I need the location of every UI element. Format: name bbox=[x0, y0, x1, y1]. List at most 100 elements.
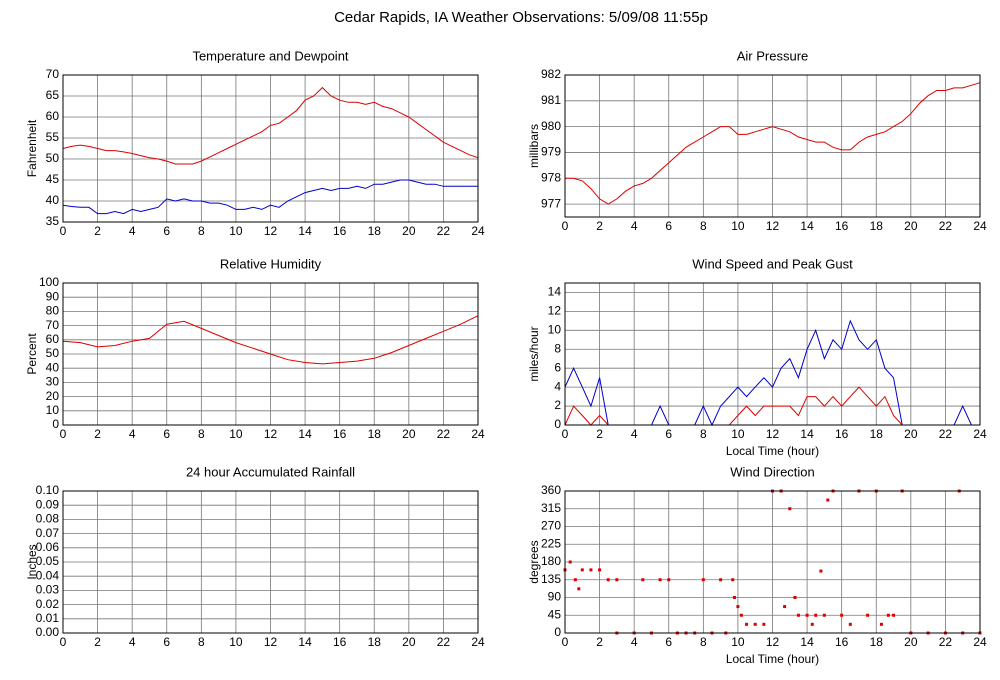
x-tick-label: 18 bbox=[368, 224, 382, 238]
y-tick-label: 90 bbox=[548, 590, 562, 604]
y-tick-label: 0.01 bbox=[36, 611, 60, 625]
y-tick-label: 315 bbox=[541, 501, 561, 515]
x-axis-label: Local Time (hour) bbox=[726, 444, 819, 458]
x-tick-label: 2 bbox=[94, 635, 101, 649]
data-point bbox=[577, 587, 581, 591]
x-tick-label: 20 bbox=[904, 219, 918, 233]
x-tick-label: 12 bbox=[264, 635, 278, 649]
data-point bbox=[848, 622, 852, 626]
y-tick-label: 0.00 bbox=[36, 625, 60, 639]
x-tick-label: 4 bbox=[129, 635, 136, 649]
y-axis-label: Percent bbox=[25, 333, 39, 375]
chart-title: Wind Direction bbox=[730, 464, 815, 479]
data-point bbox=[667, 578, 671, 582]
x-axis-label: Local Time (hour) bbox=[726, 652, 819, 666]
x-tick-label: 8 bbox=[198, 635, 205, 649]
data-point bbox=[762, 622, 766, 626]
y-tick-label: 70 bbox=[46, 67, 60, 81]
x-tick-label: 20 bbox=[402, 427, 416, 441]
x-tick-label: 22 bbox=[437, 635, 451, 649]
data-point bbox=[745, 622, 749, 626]
data-point bbox=[606, 578, 610, 582]
y-tick-label: 70 bbox=[46, 318, 60, 332]
data-point bbox=[886, 613, 890, 617]
chart-title: Relative Humidity bbox=[220, 256, 322, 271]
data-point bbox=[641, 578, 645, 582]
data-point bbox=[731, 578, 735, 582]
x-tick-label: 10 bbox=[731, 219, 745, 233]
data-point bbox=[573, 578, 577, 582]
data-point bbox=[892, 613, 896, 617]
data-point bbox=[615, 578, 619, 582]
x-tick-label: 22 bbox=[939, 427, 953, 441]
data-point bbox=[580, 568, 584, 572]
x-tick-label: 10 bbox=[229, 427, 243, 441]
x-tick-label: 14 bbox=[800, 219, 814, 233]
x-tick-label: 0 bbox=[60, 635, 67, 649]
data-point bbox=[732, 596, 736, 599]
y-tick-label: 977 bbox=[541, 196, 561, 210]
plot-frame bbox=[564, 490, 981, 634]
x-tick-label: 4 bbox=[631, 635, 638, 649]
x-tick-label: 0 bbox=[60, 224, 67, 238]
y-tick-label: 982 bbox=[541, 67, 561, 81]
x-tick-label: 6 bbox=[163, 224, 170, 238]
x-tick-label: 18 bbox=[870, 635, 884, 649]
x-tick-label: 0 bbox=[562, 635, 569, 649]
x-tick-label: 8 bbox=[198, 224, 205, 238]
y-tick-label: 40 bbox=[46, 193, 60, 207]
y-tick-label: 90 bbox=[46, 289, 60, 303]
data-point bbox=[568, 560, 572, 564]
x-tick-label: 16 bbox=[333, 427, 347, 441]
data-point bbox=[866, 613, 870, 617]
x-tick-label: 16 bbox=[333, 224, 347, 238]
x-tick-label: 14 bbox=[800, 635, 814, 649]
y-tick-label: 60 bbox=[46, 109, 60, 123]
x-tick-label: 16 bbox=[835, 219, 849, 233]
y-tick-label: 978 bbox=[541, 170, 561, 184]
x-tick-label: 14 bbox=[298, 427, 312, 441]
y-axis-label: Fahrenheit bbox=[25, 119, 39, 177]
x-tick-label: 20 bbox=[904, 427, 918, 441]
x-tick-label: 2 bbox=[94, 427, 101, 441]
data-point bbox=[793, 596, 797, 599]
y-tick-label: 0.03 bbox=[36, 583, 60, 597]
x-tick-label: 22 bbox=[437, 427, 451, 441]
chart-title: 24 hour Accumulated Rainfall bbox=[186, 464, 355, 479]
x-tick-label: 24 bbox=[471, 427, 485, 441]
data-point bbox=[840, 613, 844, 617]
y-tick-label: 980 bbox=[541, 119, 561, 133]
chart-title: Temperature and Dewpoint bbox=[192, 48, 348, 63]
y-axis-label: degrees bbox=[527, 540, 541, 583]
plot-frame bbox=[564, 282, 981, 426]
y-tick-label: 0 bbox=[554, 625, 561, 639]
data-point bbox=[788, 507, 792, 511]
x-tick-label: 22 bbox=[939, 219, 953, 233]
data-point bbox=[598, 568, 602, 572]
x-tick-label: 2 bbox=[596, 427, 603, 441]
y-tick-label: 360 bbox=[541, 483, 561, 497]
data-point bbox=[805, 613, 809, 617]
x-tick-label: 4 bbox=[631, 427, 638, 441]
y-tick-label: 2 bbox=[554, 398, 561, 412]
x-tick-label: 4 bbox=[631, 219, 638, 233]
x-tick-label: 2 bbox=[596, 219, 603, 233]
x-tick-label: 24 bbox=[973, 635, 987, 649]
x-tick-label: 8 bbox=[198, 427, 205, 441]
x-tick-label: 24 bbox=[471, 224, 485, 238]
x-tick-label: 20 bbox=[402, 635, 416, 649]
x-tick-label: 12 bbox=[766, 427, 780, 441]
x-tick-label: 6 bbox=[665, 427, 672, 441]
x-tick-label: 8 bbox=[700, 427, 707, 441]
x-tick-label: 12 bbox=[766, 635, 780, 649]
plot-frame bbox=[62, 490, 479, 634]
x-tick-label: 24 bbox=[973, 219, 987, 233]
plot-frame bbox=[564, 74, 981, 218]
x-tick-label: 6 bbox=[665, 635, 672, 649]
x-tick-label: 22 bbox=[939, 635, 953, 649]
chart-title: Air Pressure bbox=[737, 48, 809, 63]
y-tick-label: 0.10 bbox=[36, 483, 60, 497]
data-line bbox=[62, 315, 479, 365]
y-tick-label: 225 bbox=[541, 536, 561, 550]
y-tick-label: 14 bbox=[548, 285, 562, 299]
